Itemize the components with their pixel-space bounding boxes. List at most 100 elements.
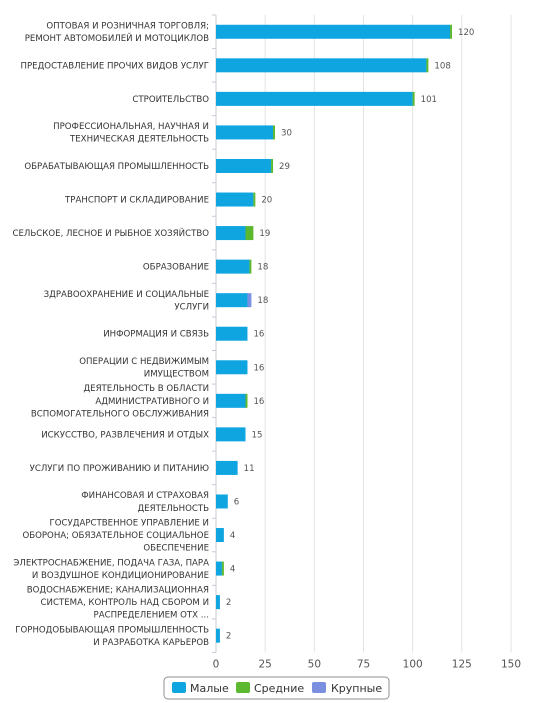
category-label-line: ОПТОВАЯ И РОЗНИЧНАЯ ТОРГОВЛЯ; — [46, 21, 209, 31]
bar-segment[interactable] — [216, 158, 272, 173]
category-label-line: ТЕХНИЧЕСКАЯ ДЕЯТЕЛЬНОСТЬ — [69, 135, 209, 145]
x-tick-label: 150 — [501, 658, 521, 670]
category-label: ЗДРАВООХРАНЕНИЕ И СОЦИАЛЬНЫЕ УСЛУГИ — [44, 290, 209, 313]
bar-segment[interactable] — [216, 427, 246, 442]
category-label: ИСКУССТВО, РАЗВЛЕЧЕНИЯ И ОТДЫХ — [41, 430, 209, 440]
bar-segment[interactable] — [216, 494, 228, 509]
bar-segment[interactable] — [216, 360, 248, 375]
bar-segment[interactable] — [216, 460, 238, 475]
bar-segment[interactable] — [216, 293, 248, 308]
category-label: СЕЛЬСКОЕ, ЛЕСНОЕ И РЫБНОЕ ХОЗЯЙСТВО — [12, 227, 209, 239]
category-label: ТРАНСПОРТ И СКЛАДИРОВАНИЕ — [64, 196, 209, 206]
bar-segment[interactable] — [450, 24, 452, 39]
data-label: 108 — [434, 61, 450, 71]
category-label: ОПЕРАЦИИ С НЕДВИЖИМЫМ ИМУЩЕСТВОМ — [79, 357, 209, 380]
bar-segment[interactable] — [221, 561, 224, 576]
bars — [216, 24, 452, 643]
bar-segment[interactable] — [216, 125, 274, 140]
x-tick-label: 25 — [258, 658, 271, 670]
bar-segment[interactable] — [412, 91, 415, 106]
category-label: ОПТОВАЯ И РОЗНИЧНАЯ ТОРГОВЛЯ; РЕМОНТ АВТО… — [25, 21, 209, 44]
category-label-line: РЕМОНТ АВТОМОБИЛЕЙ И МОТОЦИКЛОВ — [25, 32, 209, 44]
category-label-line: ВОДОСНАБЖЕНИЕ; КАНАЛИЗАЦИОННАЯ — [27, 586, 209, 596]
bar-segment[interactable] — [245, 393, 248, 408]
category-label-line: ДЕЯТЕЛЬНОСТЬ В ОБЛАСТИ — [83, 384, 209, 394]
grid-lines — [212, 14, 512, 653]
data-label: 29 — [279, 162, 290, 172]
category-label-line: И РАЗРАБОТКА КАРЬЕРОВ — [93, 638, 209, 648]
legend-swatch[interactable] — [172, 682, 186, 693]
category-label-line: ПРЕДОСТАВЛЕНИЕ ПРОЧИХ ВИДОВ УСЛУГ — [21, 61, 209, 71]
bar-segment[interactable] — [426, 58, 429, 73]
data-label: 20 — [261, 196, 272, 206]
category-label-line: СТРОИТЕЛЬСТВО — [132, 95, 209, 105]
x-tick-label: 50 — [308, 658, 321, 670]
bar-segment[interactable] — [216, 91, 413, 106]
bar-segment[interactable] — [216, 393, 246, 408]
bar-segment[interactable] — [216, 561, 222, 576]
category-label: ЭЛЕКТРОСНАБЖЕНИЕ, ПОДАЧА ГАЗА, ПАРА И ВОЗ… — [13, 558, 209, 581]
category-label: ПРОФЕССИОНАЛЬНАЯ, НАУЧНАЯ И ТЕХНИЧЕСКАЯ Д… — [53, 122, 209, 145]
bar-segment[interactable] — [273, 125, 275, 140]
x-axis-ticks: 0 25 50 75 100 125 150 — [213, 658, 521, 670]
category-label-line: ФИНАНСОВАЯ И СТРАХОВАЯ — [81, 491, 209, 501]
data-label: 18 — [257, 263, 268, 273]
x-tick-label: 100 — [403, 658, 423, 670]
legend-swatch[interactable] — [236, 682, 250, 693]
data-label: 11 — [244, 464, 255, 474]
category-label-line: ВСПОМОГАТЕЛЬНОГО ОБСЛУЖИВАНИЯ — [31, 409, 209, 419]
category-label: ИНФОРМАЦИЯ И СВЯЗЬ — [103, 330, 209, 340]
data-label: 18 — [257, 296, 268, 306]
legend-swatch[interactable] — [312, 682, 326, 693]
category-label: ГОРНОДОБЫВАЮЩАЯ ПРОМЫШЛЕННОСТЬ И РАЗРАБОТ… — [15, 625, 209, 648]
category-label-line: ИМУЩЕСТВОМ — [144, 370, 209, 380]
category-label-line: РАСПРЕДЕЛЕНИЕМ ОТХ ... — [94, 611, 209, 621]
legend-label[interactable]: Крупные — [331, 682, 382, 695]
data-label: 4 — [230, 565, 235, 575]
bar-segment[interactable] — [249, 259, 252, 274]
bar-segment[interactable] — [216, 628, 220, 643]
category-label-line: ИНФОРМАЦИЯ И СВЯЗЬ — [103, 330, 209, 340]
legend[interactable]: Малые Средние Крупные — [163, 676, 390, 700]
bar-segment[interactable] — [216, 226, 246, 241]
category-label-line: ОБЕСПЕЧЕНИЕ — [143, 544, 209, 554]
bar-segment[interactable] — [216, 326, 248, 341]
category-label-line: АДМИНИСТРАТИВНОГО И — [95, 397, 209, 407]
data-label: 15 — [252, 430, 263, 440]
category-label-line: ГОРНОДОБЫВАЮЩАЯ ПРОМЫШЛЕННОСТЬ — [15, 625, 209, 635]
bar-segment[interactable] — [216, 192, 254, 207]
category-label: ОБРАБАТЫВАЮЩАЯ ПРОМЫШЛЕННОСТЬ — [24, 162, 209, 172]
bar-segment[interactable] — [216, 259, 250, 274]
legend-label[interactable]: Средние — [254, 682, 304, 695]
data-label: 16 — [253, 397, 264, 407]
bar-segment[interactable] — [271, 158, 274, 173]
bar-segment[interactable] — [253, 192, 256, 207]
bar-segment[interactable] — [216, 528, 224, 543]
x-tick-label: 75 — [357, 658, 370, 670]
category-label: УСЛУГИ ПО ПРОЖИВАНИЮ И ПИТАНИЮ — [30, 464, 209, 474]
x-tick-label: 0 — [213, 658, 220, 670]
x-tick-label: 125 — [452, 658, 472, 670]
category-label-line: ИСКУССТВО, РАЗВЛЕЧЕНИЯ И ОТДЫХ — [41, 430, 209, 440]
data-label: 16 — [253, 363, 264, 373]
data-label: 19 — [259, 229, 270, 239]
category-label-line: ЭЛЕКТРОСНАБЖЕНИЕ, ПОДАЧА ГАЗА, ПАРА — [13, 558, 209, 568]
category-label: ДЕЯТЕЛЬНОСТЬ В ОБЛАСТИ АДМИНИСТРАТИВНОГО … — [31, 384, 209, 419]
category-label-line: ГОСУДАРСТВЕННОЕ УПРАВЛЕНИЕ И — [50, 518, 209, 528]
data-label: 101 — [421, 95, 437, 105]
category-label: ГОСУДАРСТВЕННОЕ УПРАВЛЕНИЕ И ОБОРОНА; ОБЯ… — [22, 518, 209, 553]
data-label: 2 — [226, 632, 231, 642]
bar-segment[interactable] — [216, 595, 220, 610]
bar-segment[interactable] — [245, 226, 254, 241]
category-labels: ОПТОВАЯ И РОЗНИЧНАЯ ТОРГОВЛЯ; РЕМОНТ АВТО… — [12, 21, 209, 648]
category-label: СТРОИТЕЛЬСТВО — [132, 95, 209, 105]
bar-segment[interactable] — [247, 293, 252, 308]
data-label: 120 — [458, 28, 474, 38]
bar-segment[interactable] — [216, 24, 451, 39]
bar-segment[interactable] — [216, 58, 427, 73]
category-label-line: ДЕЯТЕЛЬНОСТЬ — [137, 504, 209, 514]
legend-label[interactable]: Малые — [190, 682, 229, 695]
category-label-line: ПРОФЕССИОНАЛЬНАЯ, НАУЧНАЯ И — [53, 122, 209, 132]
data-label: 6 — [234, 497, 239, 507]
